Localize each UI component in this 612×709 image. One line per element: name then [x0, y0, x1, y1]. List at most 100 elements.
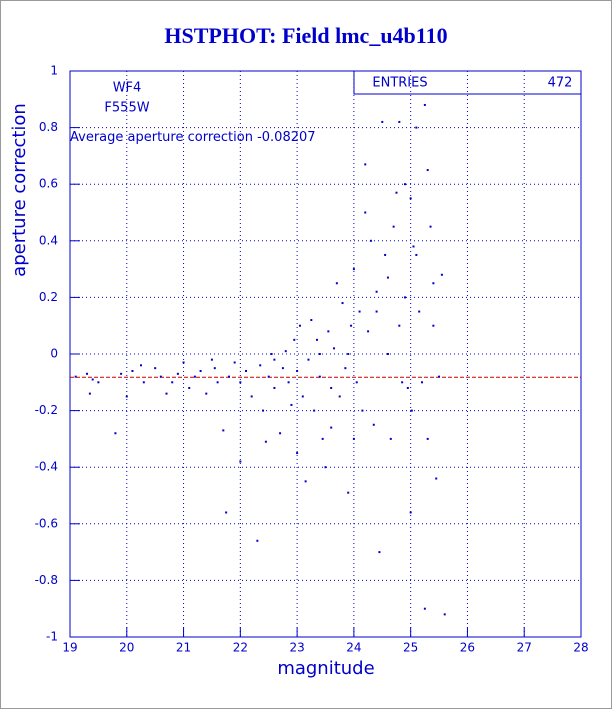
mean-label: Average aperture correction [70, 130, 253, 145]
point [406, 386, 409, 389]
point [233, 361, 236, 364]
x-tick-label: 19 [62, 641, 77, 655]
point [313, 409, 316, 412]
point [296, 369, 299, 372]
point [296, 452, 299, 455]
y-tick-label: 0.8 [39, 120, 58, 134]
point [330, 426, 333, 429]
point [429, 225, 432, 228]
point [125, 395, 128, 398]
point [403, 183, 406, 186]
point [384, 253, 387, 256]
point [358, 310, 361, 313]
point [273, 358, 276, 361]
point [284, 350, 287, 353]
point [225, 511, 228, 514]
point [154, 367, 157, 370]
point [131, 369, 134, 372]
point [205, 392, 208, 395]
y-axis-label: aperture correction [9, 103, 30, 277]
point [409, 511, 412, 514]
y-tick-label: -1 [46, 630, 58, 644]
x-tick-label: 28 [573, 641, 588, 655]
point [259, 364, 262, 367]
point [347, 491, 350, 494]
point [188, 386, 191, 389]
y-tick-label: 0.4 [39, 233, 58, 247]
y-tick-label: -0.6 [35, 516, 58, 530]
point [338, 395, 341, 398]
point [344, 367, 347, 370]
point [281, 367, 284, 370]
point [364, 163, 367, 166]
point [335, 282, 338, 285]
point [367, 330, 370, 333]
point [381, 120, 384, 123]
point [415, 126, 418, 129]
x-tick-label: 26 [460, 641, 475, 655]
point [398, 324, 401, 327]
point [423, 103, 426, 106]
y-tick-label: 0.6 [39, 177, 58, 191]
point [426, 437, 429, 440]
point [321, 437, 324, 440]
point [361, 409, 364, 412]
point [256, 539, 259, 542]
point [114, 432, 117, 435]
point [270, 353, 273, 355]
point [364, 211, 367, 214]
x-tick-label: 25 [403, 641, 418, 655]
point [273, 386, 276, 389]
point [421, 381, 424, 384]
point [333, 347, 336, 350]
chart-title: HSTPHOT: Field lmc_u4b110 [164, 23, 447, 48]
point [318, 375, 321, 378]
point [423, 607, 426, 610]
point [438, 375, 441, 378]
point [392, 225, 395, 228]
point [287, 381, 290, 384]
mean-annotation: Average aperture correction -0.08207 [70, 130, 316, 145]
x-axis-label: magnitude [277, 658, 374, 679]
point [216, 381, 219, 384]
point [97, 381, 100, 384]
point [395, 191, 398, 194]
point [386, 353, 389, 355]
point [315, 338, 318, 341]
point [176, 372, 179, 375]
point [378, 551, 381, 554]
point [403, 296, 406, 299]
x-tick-label: 22 [233, 641, 248, 655]
x-tick-label: 23 [289, 641, 304, 655]
point [418, 310, 421, 313]
point [279, 432, 282, 435]
point [86, 372, 89, 375]
point [318, 353, 321, 355]
point [142, 381, 145, 384]
point [267, 375, 270, 378]
y-tick-label: 0.2 [39, 290, 58, 304]
point [375, 290, 378, 293]
point [88, 392, 91, 395]
point [324, 466, 327, 469]
point [120, 372, 123, 375]
point [182, 361, 185, 364]
point [307, 358, 310, 361]
point [440, 273, 443, 276]
point [264, 440, 267, 443]
point [432, 282, 435, 285]
point [139, 364, 142, 367]
point [347, 353, 350, 355]
point [352, 437, 355, 440]
point [389, 437, 392, 440]
point [74, 375, 77, 378]
point [350, 324, 353, 327]
point [304, 480, 307, 483]
point [239, 381, 242, 384]
stats-value: 472 [548, 76, 573, 91]
point [426, 169, 429, 172]
x-tick-label: 21 [176, 641, 191, 655]
y-tick-label: 0 [50, 347, 58, 361]
point [91, 378, 94, 381]
